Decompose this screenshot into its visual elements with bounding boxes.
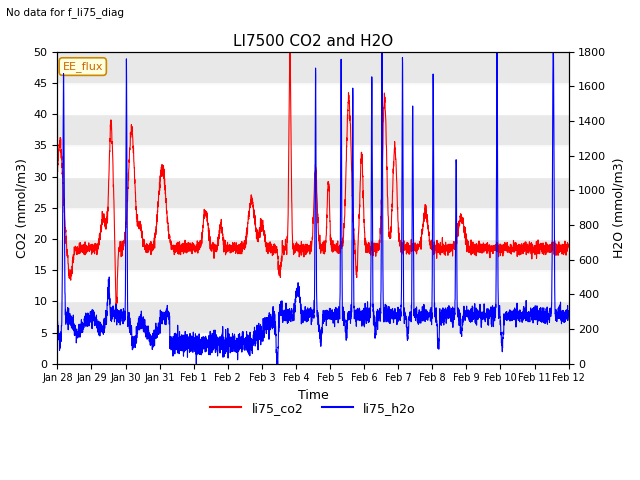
Bar — [58, 52, 568, 83]
X-axis label: Time: Time — [298, 389, 328, 402]
Bar — [58, 114, 568, 145]
Bar — [58, 208, 568, 239]
Bar — [58, 270, 568, 301]
Title: LI7500 CO2 and H2O: LI7500 CO2 and H2O — [233, 34, 393, 49]
Y-axis label: CO2 (mmol/m3): CO2 (mmol/m3) — [15, 158, 28, 258]
Text: EE_flux: EE_flux — [63, 61, 103, 72]
Legend: li75_co2, li75_h2o: li75_co2, li75_h2o — [205, 397, 421, 420]
Bar — [58, 83, 568, 114]
Text: No data for f_li75_diag: No data for f_li75_diag — [6, 7, 124, 18]
Bar — [58, 177, 568, 208]
Y-axis label: H2O (mmol/m3): H2O (mmol/m3) — [612, 157, 625, 258]
Bar — [58, 333, 568, 364]
Bar — [58, 239, 568, 270]
Bar — [58, 145, 568, 177]
Bar — [58, 301, 568, 333]
